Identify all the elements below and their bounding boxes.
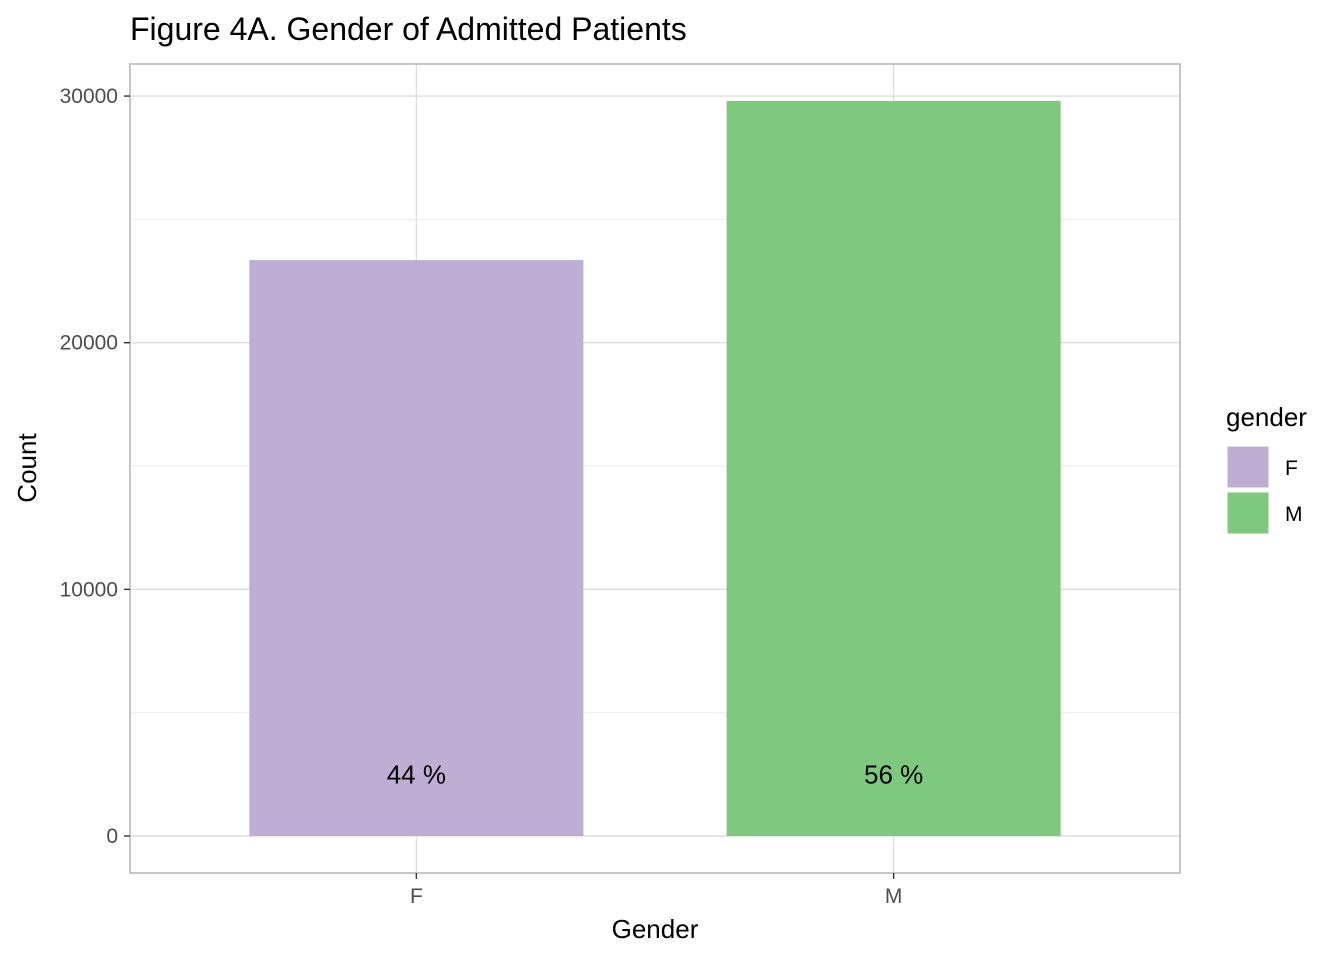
y-tick-label: 10000 <box>60 578 118 601</box>
bars <box>249 100 1061 837</box>
x-axis-title: Gender <box>612 914 699 944</box>
legend-swatch-m <box>1226 491 1270 535</box>
legend-swatch-f <box>1226 445 1270 489</box>
y-tick-label: 30000 <box>60 85 118 108</box>
legend-label: F <box>1285 457 1298 480</box>
y-axis: 0 10000 20000 30000 <box>60 85 130 848</box>
x-tick-label: M <box>885 885 903 908</box>
plot-border <box>129 63 1181 874</box>
y-tick-label: 0 <box>106 825 118 848</box>
data-label: 56 % <box>864 759 923 789</box>
legend-title: gender <box>1226 402 1307 432</box>
data-label: 44 % <box>387 759 446 789</box>
chart-title: Figure 4A. Gender of Admitted Patients <box>130 11 687 47</box>
y-axis-title: Count <box>12 433 42 503</box>
data-labels: 44 % 56 % <box>387 759 924 789</box>
bar-f <box>249 260 584 837</box>
x-tick-label: F <box>410 885 423 908</box>
bar-m <box>726 100 1061 837</box>
legend-label: M <box>1285 503 1303 526</box>
legend: gender FM <box>1226 402 1307 535</box>
y-tick-label: 20000 <box>60 332 118 355</box>
